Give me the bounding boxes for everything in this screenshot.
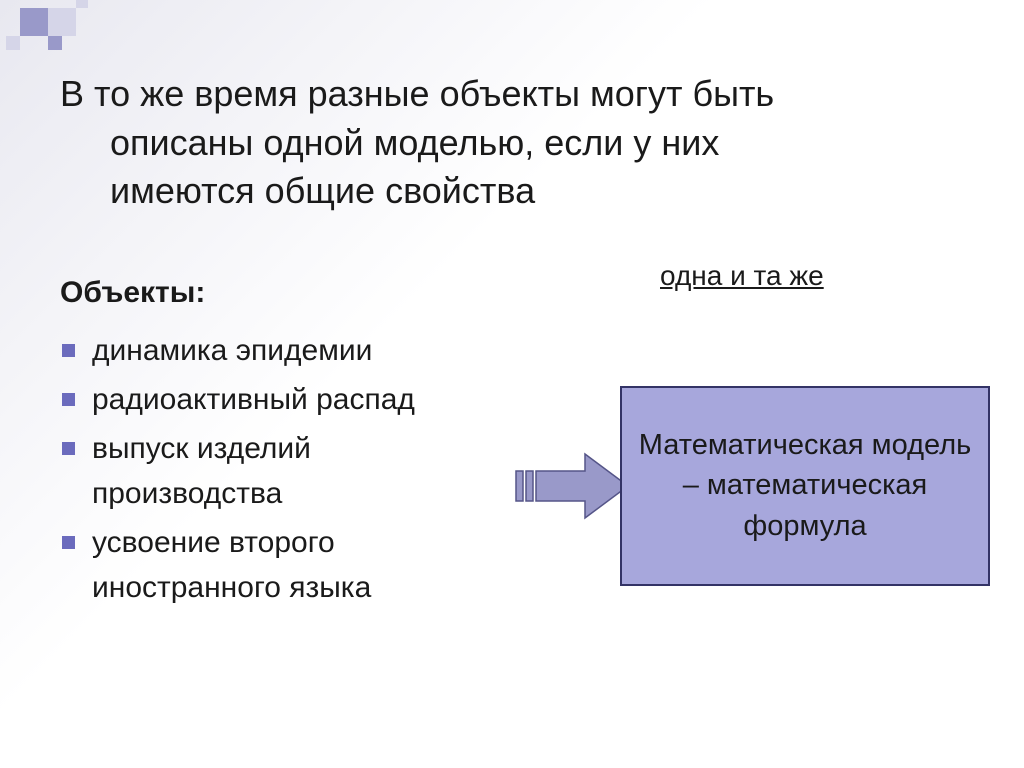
slide-title: В то же время разные объекты могут быть … <box>60 70 974 216</box>
list-item: динамика эпидемии <box>60 328 500 373</box>
title-line2: описаны одной моделью, если у них <box>60 119 974 168</box>
list-item: выпуск изделий производства <box>60 426 500 516</box>
model-box-text: Математическая модель – математическая ф… <box>632 425 978 547</box>
arrow-icon <box>510 446 630 526</box>
objects-heading: Объекты: <box>60 276 500 310</box>
list-item: радиоактивный распад <box>60 377 500 422</box>
objects-list: динамика эпидемии радиоактивный распад в… <box>60 328 500 610</box>
list-item: усвоение второго иностранного языка <box>60 520 500 610</box>
right-column: одна и та же Математическая модель – мат… <box>500 276 974 614</box>
model-box: Математическая модель – математическая ф… <box>620 386 990 586</box>
title-line1: В то же время разные объекты могут быть <box>60 73 774 114</box>
slide-content: В то же время разные объекты могут быть … <box>0 0 1024 664</box>
left-column: Объекты: динамика эпидемии радиоактивный… <box>60 276 500 614</box>
title-line3: имеются общие свойства <box>60 167 974 216</box>
same-label: одна и та же <box>660 260 824 292</box>
